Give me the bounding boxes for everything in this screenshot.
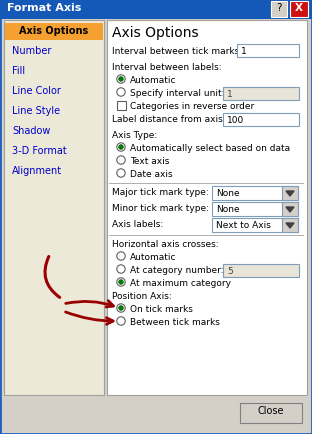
Bar [223, 88, 299, 101]
Bar [212, 203, 298, 217]
Text: Axis Options: Axis Options [112, 26, 199, 40]
Bar [212, 218, 298, 233]
Text: Interval between labels:: Interval between labels: [112, 63, 222, 72]
Text: 100: 100 [227, 116, 244, 125]
Bar [282, 218, 298, 233]
Text: Horizontal axis crosses:: Horizontal axis crosses: [112, 240, 219, 248]
Text: Format Axis: Format Axis [7, 3, 81, 13]
Text: Major tick mark type:: Major tick mark type: [112, 187, 209, 197]
Text: Interval between tick marks:: Interval between tick marks: [112, 47, 242, 56]
Text: Between tick marks: Between tick marks [130, 317, 220, 326]
Text: Automatically select based on data: Automatically select based on data [130, 144, 290, 153]
Text: Date axis: Date axis [130, 170, 173, 178]
Bar [107, 21, 307, 395]
Bar [282, 203, 298, 217]
Text: Minor tick mark type:: Minor tick mark type: [112, 204, 209, 213]
Circle shape [119, 145, 123, 150]
Bar [290, 2, 308, 18]
Bar [271, 2, 287, 18]
Bar [240, 403, 302, 423]
Text: Categories in reverse order: Categories in reverse order [130, 102, 254, 111]
Circle shape [119, 78, 123, 82]
Text: Position Axis:: Position Axis: [112, 291, 172, 300]
Polygon shape [286, 207, 294, 213]
Text: Specify interval unit:: Specify interval unit: [130, 89, 225, 98]
Circle shape [117, 252, 125, 260]
Bar [116, 101, 125, 110]
Text: Line Color: Line Color [12, 86, 61, 96]
Text: ?: ? [276, 3, 282, 13]
Text: Axis Type:: Axis Type: [112, 131, 157, 140]
Circle shape [117, 304, 125, 312]
Circle shape [117, 76, 125, 84]
Polygon shape [286, 224, 294, 228]
Text: Label distance from axis:: Label distance from axis: [112, 115, 226, 124]
Circle shape [117, 278, 125, 286]
Text: X: X [295, 3, 303, 13]
Circle shape [117, 144, 125, 152]
Text: At maximum category: At maximum category [130, 278, 231, 287]
Circle shape [119, 280, 123, 285]
Text: Axis Options: Axis Options [19, 26, 89, 36]
Polygon shape [286, 191, 294, 197]
Bar [5, 24, 103, 41]
Text: None: None [216, 188, 240, 197]
Text: Text axis: Text axis [130, 157, 169, 166]
Text: 5: 5 [227, 266, 233, 275]
Text: Automatic: Automatic [130, 76, 177, 85]
Circle shape [117, 265, 125, 273]
Bar [223, 114, 299, 127]
Text: Line Style: Line Style [12, 106, 60, 116]
Text: Alignment: Alignment [12, 166, 62, 176]
Circle shape [117, 156, 125, 165]
Bar [212, 187, 298, 201]
Bar [4, 21, 104, 395]
Bar [223, 264, 299, 277]
Text: Shadow: Shadow [12, 126, 50, 136]
Text: 1: 1 [227, 90, 233, 99]
Text: None: None [216, 204, 240, 214]
Text: 3-D Format: 3-D Format [12, 146, 67, 156]
Bar [282, 187, 298, 201]
Text: Axis labels:: Axis labels: [112, 220, 163, 228]
Circle shape [119, 306, 123, 311]
Text: Fill: Fill [12, 66, 25, 76]
Bar [2, 397, 310, 432]
Circle shape [117, 317, 125, 326]
Text: Automatic: Automatic [130, 253, 177, 261]
Text: On tick marks: On tick marks [130, 304, 193, 313]
Bar [0, 0, 312, 20]
FancyArrowPatch shape [45, 257, 60, 298]
Text: 1: 1 [241, 47, 247, 56]
Text: Next to Axis: Next to Axis [216, 220, 271, 230]
Text: Number: Number [12, 46, 51, 56]
Bar [237, 45, 299, 58]
Text: At category number:: At category number: [130, 265, 224, 274]
Circle shape [117, 169, 125, 178]
Circle shape [117, 89, 125, 97]
Text: Close: Close [258, 405, 284, 415]
